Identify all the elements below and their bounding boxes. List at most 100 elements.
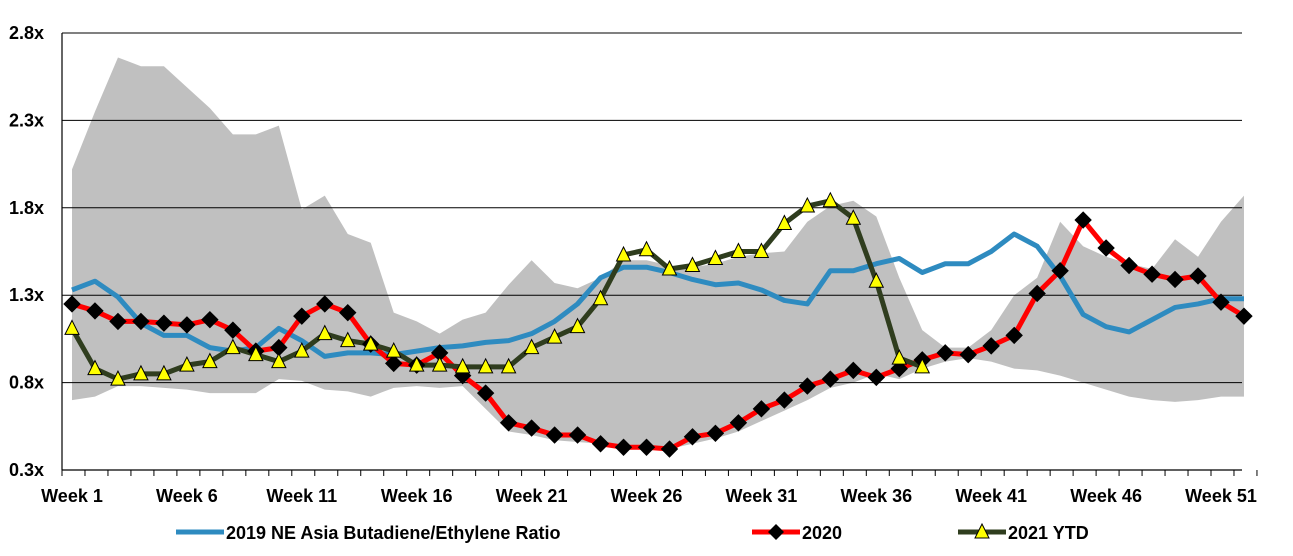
data-point <box>499 414 518 432</box>
data-point <box>133 364 149 381</box>
data-point <box>202 352 218 369</box>
x-tick-label: Week 51 <box>1185 486 1257 506</box>
legend: 2019 NE Asia Butadiene/Ethylene Ratio 202… <box>176 522 1089 543</box>
data-point <box>293 342 310 358</box>
data-point <box>225 338 241 355</box>
data-point <box>592 289 609 306</box>
data-point <box>523 338 540 355</box>
data-point <box>155 314 173 332</box>
data-point <box>1166 270 1184 289</box>
data-point <box>798 377 817 395</box>
legend-marker <box>974 522 990 539</box>
x-tick-label: Week 21 <box>496 486 568 506</box>
data-point <box>707 249 724 265</box>
x-tick-label: Week 6 <box>156 486 218 506</box>
data-point <box>1097 239 1115 257</box>
x-tick-label: Week 31 <box>726 486 798 506</box>
gridlines <box>62 32 1242 384</box>
x-tick-label: Week 46 <box>1070 486 1142 506</box>
data-point <box>822 191 839 208</box>
x-tick-label: Week 16 <box>381 486 453 506</box>
data-point <box>546 328 563 344</box>
data-point <box>339 303 357 322</box>
data-point <box>867 368 886 387</box>
data-point <box>385 342 402 358</box>
data-point <box>729 414 748 432</box>
data-point <box>891 349 908 365</box>
legend-marker <box>768 524 784 540</box>
data-point <box>178 316 196 334</box>
data-point <box>1212 293 1230 311</box>
data-point <box>476 384 495 402</box>
data-point <box>156 364 172 381</box>
data-point <box>1235 307 1253 325</box>
data-point <box>1028 284 1046 303</box>
axes <box>61 33 1258 476</box>
y-tick-label: 1.3x <box>9 285 44 305</box>
data-point <box>730 242 747 258</box>
data-point <box>522 419 541 437</box>
y-tick-label: 2.8x <box>9 23 44 43</box>
data-point <box>179 356 195 372</box>
data-point <box>63 295 81 313</box>
data-point <box>1051 262 1069 280</box>
data-point <box>109 312 127 331</box>
x-tick-label: Week 36 <box>840 486 912 506</box>
data-point <box>615 245 632 262</box>
data-point <box>339 331 356 348</box>
data-point <box>914 357 931 374</box>
legend-label: 2021 YTD <box>1008 523 1089 543</box>
data-point <box>362 335 379 351</box>
data-point <box>545 426 564 444</box>
data-point <box>293 307 311 325</box>
data-point <box>706 424 725 442</box>
data-point <box>408 356 425 372</box>
data-point <box>982 337 1000 355</box>
data-point <box>683 428 702 446</box>
y-tick-label: 1.8x <box>9 198 44 218</box>
y-tick-label: 2.3x <box>9 110 44 130</box>
data-point <box>775 391 794 409</box>
data-point <box>844 361 863 380</box>
legend-label: 2019 NE Asia Butadiene/Ethylene Ratio <box>226 523 560 543</box>
data-point <box>821 370 840 388</box>
data-point <box>64 319 80 335</box>
data-point <box>1005 326 1023 345</box>
data-point <box>132 312 150 331</box>
data-point <box>110 369 126 386</box>
series-line-1 <box>71 217 1246 452</box>
data-point <box>868 272 885 288</box>
data-point <box>638 240 655 257</box>
x-tick-label: Week 11 <box>266 486 337 506</box>
x-tick-label: Week 1 <box>41 486 103 506</box>
x-tick-label: Week 26 <box>611 486 683 506</box>
y-tick-labels: 0.3x 0.8x 1.3x 1.8x 2.3x 2.8x <box>9 23 44 480</box>
data-point <box>936 344 954 362</box>
data-point <box>660 440 679 458</box>
data-point <box>87 359 103 376</box>
data-point <box>316 324 333 341</box>
data-point <box>591 435 610 453</box>
data-point <box>224 321 242 339</box>
data-point <box>661 259 678 276</box>
data-point <box>431 356 448 372</box>
data-point <box>1074 211 1092 229</box>
data-point <box>1120 256 1138 275</box>
data-point <box>1143 265 1161 283</box>
data-point <box>316 295 334 313</box>
data-point <box>86 302 104 320</box>
data-point <box>845 209 862 225</box>
data-point <box>271 352 287 369</box>
series-markers <box>63 191 1253 458</box>
data-point <box>500 357 517 374</box>
data-point <box>1189 267 1207 285</box>
data-point <box>454 357 471 374</box>
x-tick-labels: Week 1 Week 6 Week 11 Week 16 Week 21 Week 26… <box>41 486 1257 506</box>
data-point <box>569 317 586 334</box>
legend-label: 2020 <box>802 523 842 543</box>
data-point <box>799 196 816 213</box>
data-point <box>959 345 977 364</box>
y-tick-label: 0.8x <box>9 373 44 393</box>
data-point <box>684 256 701 272</box>
